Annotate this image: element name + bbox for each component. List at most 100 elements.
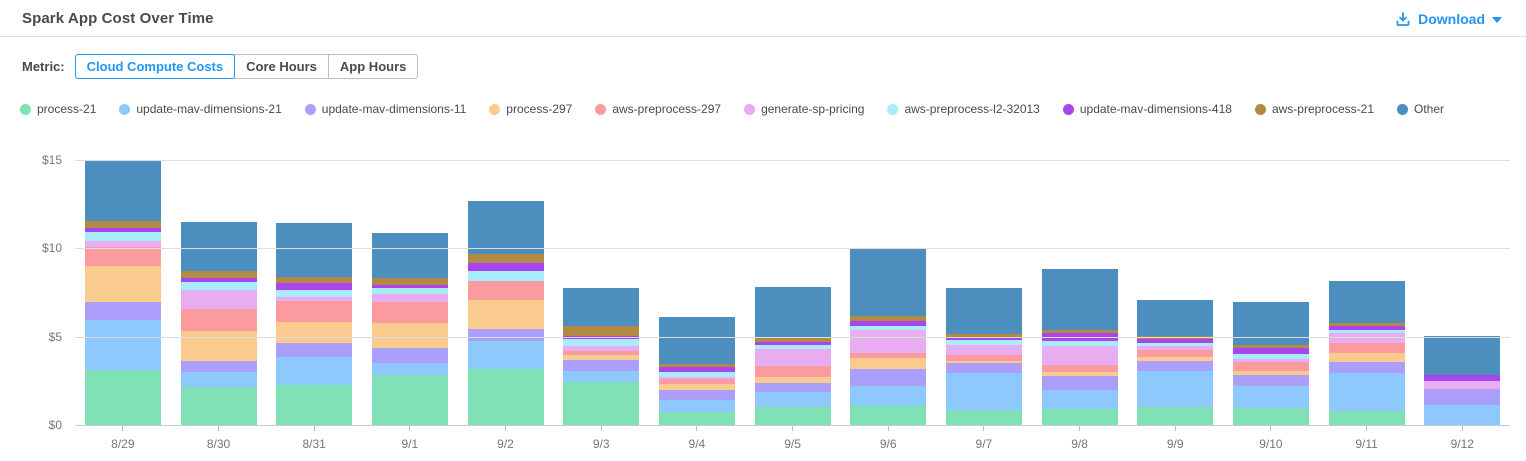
bar-segment-aws-preprocess-l2-32013[interactable] (371, 288, 448, 295)
bar-segment-other[interactable] (467, 200, 544, 254)
bar-segment-aws-preprocess-l2-32013[interactable] (1041, 341, 1118, 346)
bar-segment-update-mav-dimensions-21[interactable] (84, 319, 161, 371)
bar-segment-aws-preprocess-l2-32013[interactable] (276, 289, 353, 297)
bar-segment-aws-preprocess-l2-32013[interactable] (1328, 329, 1405, 334)
bar-segment-update-mav-dimensions-21[interactable] (1424, 404, 1501, 426)
bar-segment-process-297[interactable] (563, 355, 640, 360)
legend-item-other[interactable]: Other (1397, 102, 1444, 116)
bar-segment-update-mav-dimensions-418[interactable] (276, 282, 353, 290)
bar-segment-process-297[interactable] (1328, 352, 1405, 363)
bar-segment-other[interactable] (563, 288, 640, 327)
bar-segment-process-297[interactable] (467, 299, 544, 329)
bar-segment-generate-sp-pricing[interactable] (180, 289, 257, 310)
bar-segment-aws-preprocess-297[interactable] (945, 355, 1022, 361)
bar-segment-generate-sp-pricing[interactable] (1232, 358, 1309, 363)
bar-segment-generate-sp-pricing[interactable] (276, 296, 353, 302)
bar-segment-process-21[interactable] (945, 410, 1022, 426)
legend-item-update-mav-dimensions-418[interactable]: update-mav-dimensions-418 (1062, 102, 1232, 116)
bar-segment-aws-preprocess-21[interactable] (1328, 322, 1405, 327)
bar-segment-aws-preprocess-l2-32013[interactable] (658, 372, 735, 377)
legend-item-update-mav-dimensions-21[interactable]: update-mav-dimensions-21 (119, 102, 282, 116)
bar-segment-other[interactable] (1424, 335, 1501, 375)
bar-segment-update-mav-dimensions-11[interactable] (276, 342, 353, 358)
bar-segment-update-mav-dimensions-11[interactable] (1232, 374, 1309, 387)
bar-segment-other[interactable] (1328, 281, 1405, 323)
bar-segment-generate-sp-pricing[interactable] (1328, 333, 1405, 343)
bar-segment-aws-preprocess-l2-32013[interactable] (945, 340, 1022, 345)
bar-segment-update-mav-dimensions-21[interactable] (754, 391, 831, 408)
bar-segment-aws-preprocess-297[interactable] (1041, 365, 1118, 373)
bar-segment-generate-sp-pricing[interactable] (658, 376, 735, 380)
bar-segment-aws-preprocess-297[interactable] (371, 302, 448, 323)
bar-segment-update-mav-dimensions-418[interactable] (371, 284, 448, 289)
bar-segment-update-mav-dimensions-21[interactable] (371, 363, 448, 375)
bar-segment-aws-preprocess-21[interactable] (371, 278, 448, 285)
bar-segment-update-mav-dimensions-21[interactable] (658, 400, 735, 412)
bar-segment-update-mav-dimensions-11[interactable] (1328, 362, 1405, 373)
bar-segment-update-mav-dimensions-11[interactable] (850, 368, 927, 387)
bar-segment-aws-preprocess-21[interactable] (754, 337, 831, 343)
bar-segment-update-mav-dimensions-11[interactable] (467, 328, 544, 342)
bar-segment-process-297[interactable] (658, 383, 735, 390)
bar-segment-update-mav-dimensions-418[interactable] (467, 263, 544, 272)
bar-segment-update-mav-dimensions-418[interactable] (563, 335, 640, 340)
bar-segment-generate-sp-pricing[interactable] (1424, 380, 1501, 389)
bar-segment-update-mav-dimensions-418[interactable] (850, 320, 927, 327)
metric-option-core-hours[interactable]: Core Hours (234, 54, 329, 79)
bar-segment-process-21[interactable] (1232, 408, 1309, 426)
bar-segment-update-mav-dimensions-11[interactable] (945, 363, 1022, 373)
bar-segment-aws-preprocess-297[interactable] (1137, 349, 1214, 358)
bar-segment-process-21[interactable] (1137, 407, 1214, 426)
bar-segment-update-mav-dimensions-418[interactable] (1137, 339, 1214, 343)
legend-item-aws-preprocess-l2-32013[interactable]: aws-preprocess-l2-32013 (887, 102, 1040, 116)
bar-segment-update-mav-dimensions-21[interactable] (467, 341, 544, 370)
bar-segment-aws-preprocess-21[interactable] (563, 326, 640, 336)
bar-segment-update-mav-dimensions-418[interactable] (1424, 374, 1501, 381)
bar-segment-process-21[interactable] (467, 369, 544, 426)
bar-segment-aws-preprocess-21[interactable] (467, 253, 544, 264)
metric-option-cloud-compute-costs[interactable]: Cloud Compute Costs (74, 54, 236, 79)
bar-segment-process-21[interactable] (850, 405, 927, 426)
bar-segment-aws-preprocess-21[interactable] (276, 277, 353, 283)
bar-segment-other[interactable] (1232, 302, 1309, 345)
bar-segment-aws-preprocess-21[interactable] (658, 364, 735, 367)
bar-segment-generate-sp-pricing[interactable] (371, 294, 448, 303)
bar-segment-aws-preprocess-21[interactable] (945, 334, 1022, 338)
bar-segment-aws-preprocess-297[interactable] (563, 350, 640, 356)
bar-segment-aws-preprocess-l2-32013[interactable] (850, 326, 927, 330)
bar-segment-generate-sp-pricing[interactable] (563, 346, 640, 351)
bar-segment-process-297[interactable] (850, 357, 927, 369)
bar-segment-aws-preprocess-21[interactable] (1232, 344, 1309, 349)
bar-segment-aws-preprocess-297[interactable] (276, 301, 353, 322)
bar-segment-update-mav-dimensions-21[interactable] (1041, 389, 1118, 410)
bar-segment-process-297[interactable] (180, 331, 257, 362)
bar-segment-process-297[interactable] (1041, 372, 1118, 377)
bar-segment-update-mav-dimensions-21[interactable] (1232, 386, 1309, 409)
bar-segment-process-21[interactable] (1041, 409, 1118, 426)
bar-segment-update-mav-dimensions-11[interactable] (658, 389, 735, 401)
bar-segment-aws-preprocess-21[interactable] (1137, 335, 1214, 340)
bar-segment-process-297[interactable] (1232, 371, 1309, 375)
bar-segment-update-mav-dimensions-21[interactable] (563, 371, 640, 382)
bar-segment-process-21[interactable] (658, 411, 735, 426)
bar-segment-aws-preprocess-297[interactable] (1328, 342, 1405, 353)
bar-segment-other[interactable] (754, 287, 831, 338)
bar-segment-aws-preprocess-297[interactable] (754, 365, 831, 378)
bar-segment-update-mav-dimensions-418[interactable] (658, 366, 735, 373)
bar-segment-process-297[interactable] (1137, 357, 1214, 362)
bar-segment-aws-preprocess-21[interactable] (850, 316, 927, 321)
bar-segment-process-21[interactable] (563, 381, 640, 426)
bar-segment-update-mav-dimensions-418[interactable] (1232, 348, 1309, 355)
bar-segment-process-297[interactable] (371, 322, 448, 349)
bar-segment-update-mav-dimensions-418[interactable] (945, 337, 1022, 341)
bar-segment-process-21[interactable] (1328, 410, 1405, 426)
bar-segment-process-21[interactable] (754, 407, 831, 426)
bar-segment-aws-preprocess-21[interactable] (84, 220, 161, 228)
bar-segment-other[interactable] (1137, 300, 1214, 336)
bar-segment-update-mav-dimensions-11[interactable] (563, 359, 640, 372)
bar-segment-aws-preprocess-l2-32013[interactable] (1137, 342, 1214, 347)
bar-segment-aws-preprocess-l2-32013[interactable] (84, 232, 161, 242)
bar-segment-other[interactable] (850, 248, 927, 317)
bar-segment-update-mav-dimensions-21[interactable] (276, 357, 353, 386)
bar-segment-aws-preprocess-297[interactable] (1232, 362, 1309, 372)
